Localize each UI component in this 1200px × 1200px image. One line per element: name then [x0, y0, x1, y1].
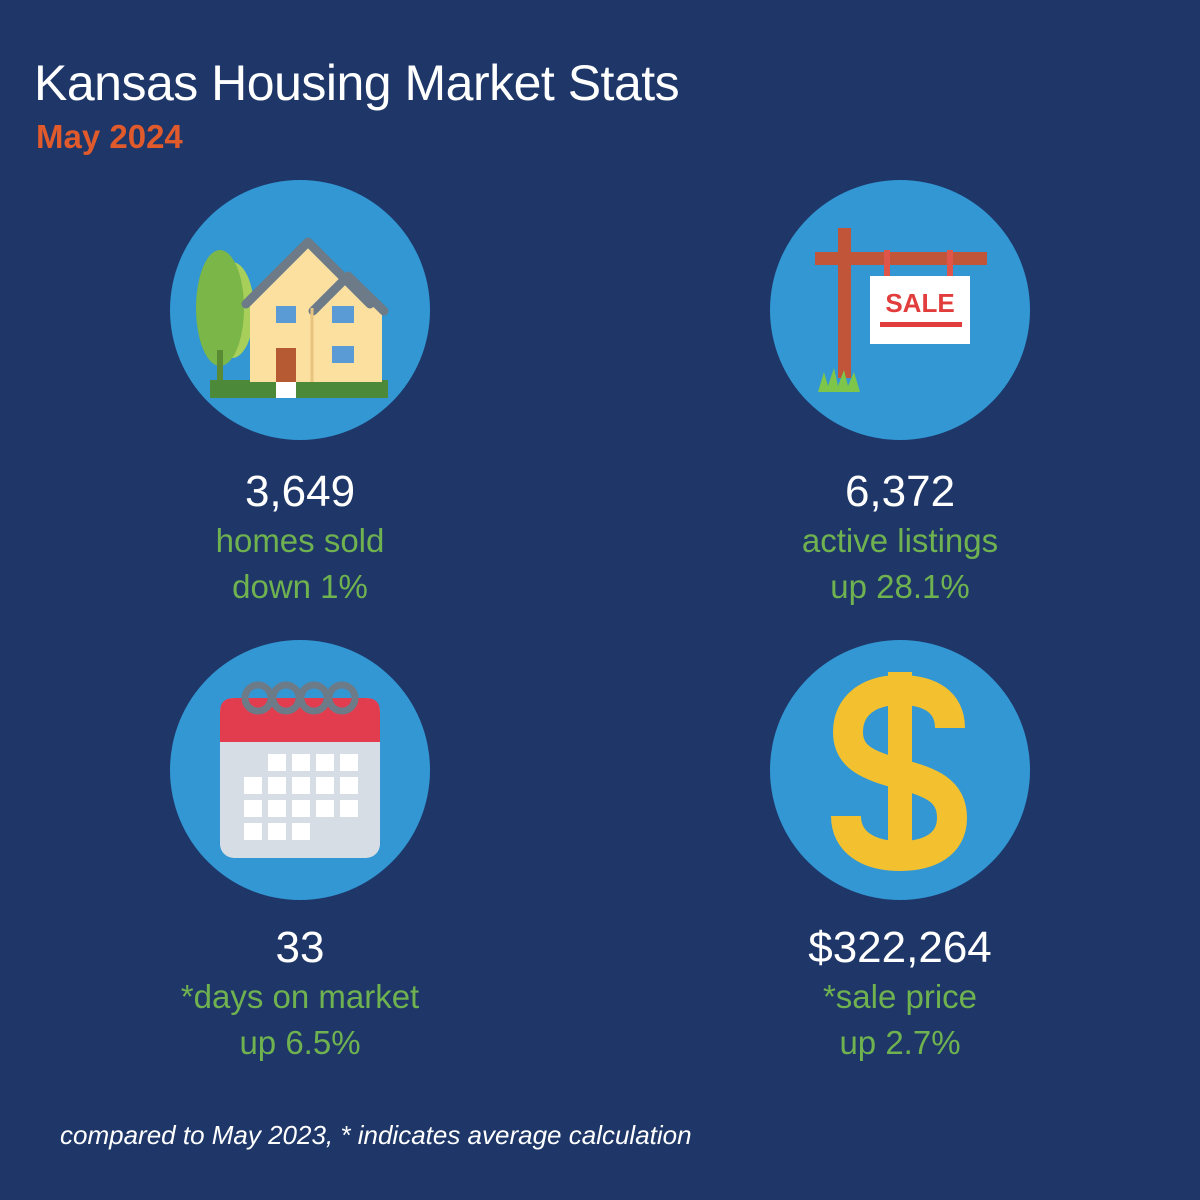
sale-price-stat: $322,264 *sale price up 2.7% — [700, 922, 1100, 1066]
days-on-market-stat: 33 *days on market up 6.5% — [100, 922, 500, 1066]
stat-label: *sale price — [822, 978, 978, 1015]
calendar-day-cell — [292, 800, 310, 817]
stat-change: up 6.5% — [239, 1024, 361, 1061]
homes-sold-icon-circle — [170, 180, 430, 440]
calendar-day-cell — [244, 800, 262, 817]
stat-value: 3,649 — [244, 467, 356, 516]
calendar-day-cell — [268, 754, 286, 771]
calendar-day-cell — [292, 823, 310, 840]
calendar-day-cell — [292, 777, 310, 794]
calendar-day-cell — [316, 777, 334, 794]
calendar-day-cell — [340, 754, 358, 771]
sign-text: SALE — [885, 288, 954, 318]
dollar-sign-icon — [831, 672, 968, 872]
stat-label: *days on market — [180, 978, 420, 1015]
stat-value: $322,264 — [808, 923, 992, 972]
calendar-day-cell — [316, 754, 334, 771]
stat-label: active listings — [801, 522, 999, 559]
days-on-market-icon-circle — [170, 640, 430, 900]
calendar-day-cell — [244, 777, 262, 794]
page-subtitle: May 2024 — [36, 118, 183, 155]
homes-sold-stat: 3,649 homes sold down 1% — [100, 466, 500, 610]
active-listings-stat: 6,372 active listings up 28.1% — [700, 466, 1100, 610]
active-listings-icon-circle: SALE — [770, 180, 1030, 440]
calendar-day-cell — [340, 777, 358, 794]
sale-price-icon-circle — [770, 640, 1030, 900]
stat-change: down 1% — [232, 568, 368, 605]
stat-label: homes sold — [215, 522, 385, 559]
calendar-day-cell — [340, 800, 358, 817]
page-title: Kansas Housing Market Stats — [34, 55, 680, 111]
stat-value: 33 — [275, 923, 325, 972]
calendar-day-cell — [268, 777, 286, 794]
stat-value: 6,372 — [844, 467, 956, 516]
calendar-day-cell — [268, 823, 286, 840]
calendar-icon — [220, 681, 380, 858]
house-icon — [196, 237, 389, 398]
stat-change: up 28.1% — [830, 568, 970, 605]
for-sale-sign-icon: SALE — [815, 228, 987, 392]
calendar-day-cell — [316, 800, 334, 817]
calendar-day-cell — [292, 754, 310, 771]
calendar-day-cell — [244, 823, 262, 840]
calendar-day-cell — [268, 800, 286, 817]
stat-change: up 2.7% — [839, 1024, 961, 1061]
footnote: compared to May 2023, * indicates averag… — [60, 1120, 692, 1150]
